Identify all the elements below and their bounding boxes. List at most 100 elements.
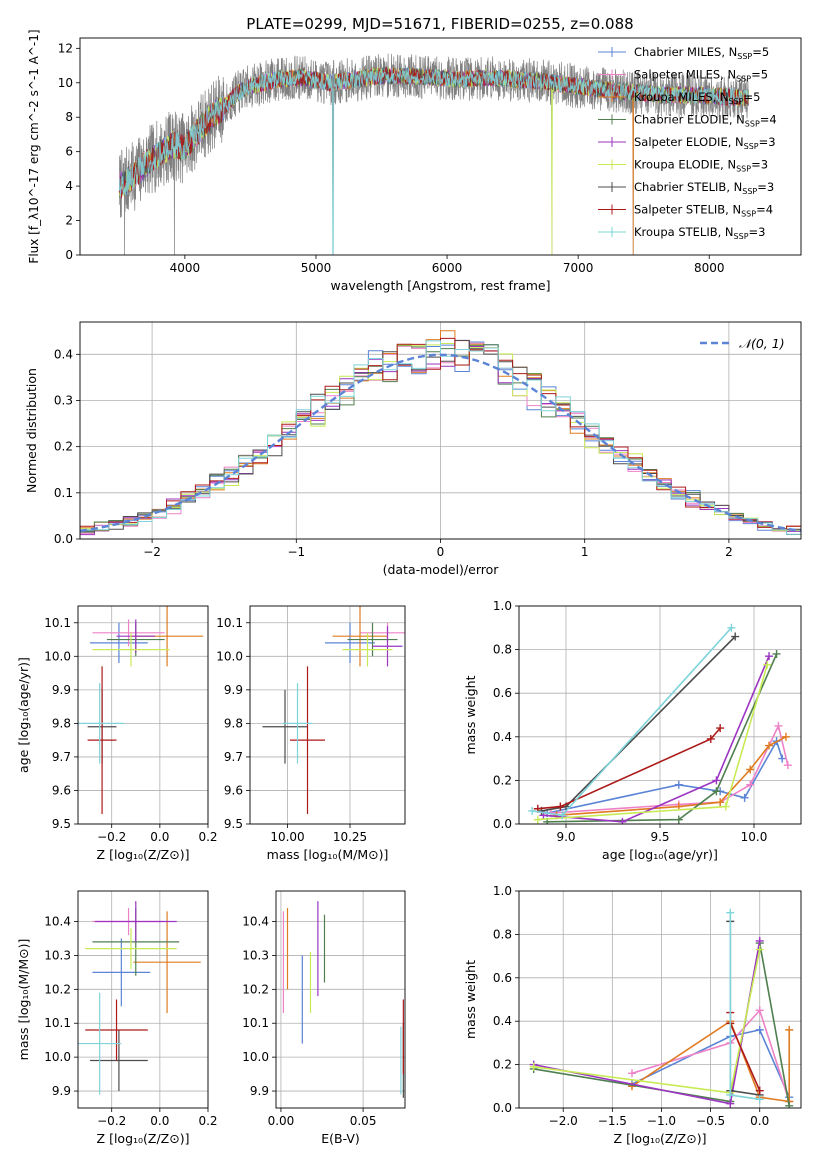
weight_vs_age-marker-salpeter_miles: [783, 761, 792, 770]
weight_vs_z-ytick-label: 0.0: [493, 1101, 512, 1115]
mass_vs_ebv-ytick-label: 10.1: [242, 1016, 269, 1030]
spectrum-ytick-label: 4: [65, 179, 73, 193]
spectrum-xtick-label: 8000: [694, 261, 725, 275]
weight_vs_z-line-salpeter_elodie: [533, 940, 761, 1105]
weight_vs_age-marker-salpeter_stelib: [556, 802, 565, 811]
weight_vs_age-ytick-label: 0.8: [493, 643, 512, 657]
age_vs_mass-ytick-label: 9.8: [224, 716, 243, 730]
mass_vs_z-ytick-label: 9.9: [52, 1084, 71, 1098]
weight_vs_age-line-kroupa_miles: [556, 736, 787, 817]
weight_vs_z-marker-kroupa_miles: [785, 1025, 794, 1034]
weight-vs-metallicity-panel: −2.0 −1.5 −1.0 −0.5 0.0 0.0 0.2 0.4 0.6 0.8 1.0 Z […: [463, 884, 802, 1146]
mass_vs_ebv-ytick-label: 10.0: [242, 1050, 269, 1064]
age_vs_z-xtick-label: 0.0: [150, 830, 169, 844]
mass_vs_ebv-xtick-label: 0.00: [268, 1114, 295, 1128]
residuals-ytick-label: 0.0: [54, 532, 73, 546]
weight_vs_age-marker-kroupa_stelib: [727, 623, 736, 632]
weight_vs_age-ytick-label: 1.0: [493, 599, 512, 613]
residual-histogram-panel: −2 −1 0 1 2 0.0 0.1 0.2 0.3 0.4 (data-model)/error…: [24, 321, 802, 577]
mass_vs_ebv-plot-area: [282, 901, 404, 1098]
mass_vs_ebv-ytick-label: 10.2: [242, 982, 269, 996]
age_vs_mass-frame: [249, 605, 406, 825]
weight_vs_z-marker-chabrier_elodie: [785, 1101, 794, 1108]
weight_vs_z-marker-kroupa_stelib: [755, 1095, 764, 1104]
age_vs_z-ytick-label: 10.1: [44, 616, 71, 630]
age_vs_mass-ytick-label: 9.6: [224, 783, 243, 797]
age_vs_z-ytick-label: 9.8: [52, 716, 71, 730]
legend-label-salpeter_stelib: Salpeter STELIB, NSSP=4: [634, 203, 773, 219]
weight_vs_age-marker-salpeter_stelib: [706, 734, 715, 743]
residuals-ytick-label: 0.1: [54, 486, 73, 500]
weight_vs_z-ytick-label: 0.4: [493, 1014, 512, 1028]
histogram-kroupa_stelib: [80, 340, 801, 539]
age_vs_z-plot-area: [78, 606, 204, 814]
age_vs_z-ytick-label: 9.5: [52, 817, 71, 831]
spectrum-xlabel: wavelength [Angstrom, rest frame]: [330, 278, 550, 293]
weight_vs_age-xtick-label: 9.5: [650, 830, 669, 844]
age_vs_z-ytick-label: 9.9: [52, 683, 71, 697]
mass_vs_z-ylabel: mass [log₁₀(M/M⊙)]: [16, 939, 31, 1061]
spectrum-xtick-label: 7000: [563, 261, 594, 275]
weight_vs_age-ytick-label: 0.6: [493, 686, 512, 700]
mass-vs-metallicity-panel: −0.2 0.0 0.2 9.9 10.0 10.1 10.2 10.3 10.4 Z [log₁…: [16, 890, 218, 1146]
weight_vs_age-marker-chabrier_miles: [674, 780, 683, 789]
legend-label-kroupa_elodie: Kroupa ELODIE, NSSP=3: [634, 158, 768, 174]
age_vs_z-ytick-label: 9.6: [52, 783, 71, 797]
mass_vs_ebv-xlabel: E(B-V): [321, 1131, 360, 1146]
age_vs_mass-xlabel: mass [log₁₀(M/M⊙)]: [267, 847, 389, 862]
weight_vs_age-ytick-label: 0.2: [493, 773, 512, 787]
spectrum-ytick-label: 2: [65, 214, 73, 228]
age_vs_z-frame: [77, 605, 209, 825]
weight_vs_age-marker-chabrier_miles: [740, 793, 749, 802]
spectrum-ytick-label: 0: [65, 248, 73, 262]
spectrum-xtick-label: 5000: [301, 261, 332, 275]
mass_vs_z-ytick-label: 10.1: [44, 1016, 71, 1030]
mass_vs_ebv-ytick-label: 10.3: [242, 948, 269, 962]
weight_vs_z-xtick-label: −2.0: [549, 1114, 578, 1128]
age_vs_z-xtick-label: −0.2: [97, 830, 126, 844]
weight_vs_age-marker-kroupa_miles: [716, 798, 725, 807]
mass_vs_z-xtick-label: 0.2: [198, 1114, 217, 1128]
weight_vs_age-frame: [518, 605, 802, 825]
weight_vs_age-marker-kroupa_stelib: [528, 806, 537, 815]
spectrum-ylabel: Flux [f_λ10^-17 erg cm^-2 s^-1 A^-1]: [27, 29, 41, 263]
age-vs-metallicity-panel: −0.2 0.0 0.2 9.5 9.6 9.7 9.8 9.9 10.0 10.1 Z [log₁…: [16, 605, 218, 862]
legend-label-salpeter_elodie: Salpeter ELODIE, NSSP=3: [634, 135, 776, 151]
weight_vs_age-marker-chabrier_stelib: [731, 632, 740, 641]
weight_vs_age-marker-kroupa_elodie: [763, 660, 772, 669]
weight_vs_age-ylabel: mass weight: [463, 675, 478, 754]
spectrum-ytick-label: 10: [58, 76, 73, 90]
spectrum-title: PLATE=0299, MJD=51671, FIBERID=0255, z=0…: [246, 15, 633, 33]
weight_vs_age-ytick-label: 0.4: [493, 730, 512, 744]
weight_vs_z-marker-kroupa_stelib: [726, 908, 735, 917]
age_vs_mass-ytick-label: 10.1: [216, 616, 243, 630]
weight_vs_z-frame: [518, 890, 802, 1109]
weight_vs_z-ytick-label: 1.0: [493, 884, 512, 898]
weight-vs-age-panel: 9.0 9.5 10.0 0.0 0.2 0.4 0.6 0.8 1.0 age [log₁₀(a…: [463, 599, 802, 862]
age_vs_z-xtick-label: 0.2: [198, 830, 217, 844]
weight_vs_age-marker-chabrier_elodie: [712, 787, 721, 796]
residuals-ylabel: Normed distribution: [24, 368, 39, 493]
weight_vs_age-marker-chabrier_elodie: [674, 815, 683, 824]
mass_vs_z-xlabel: Z [log₁₀(Z/Z⊙)]: [97, 1131, 190, 1146]
mass_vs_z-frame: [77, 890, 209, 1109]
age_vs_mass-ytick-label: 9.5: [224, 817, 243, 831]
legend-label-chabrier_miles: Chabrier MILES, NSSP=5: [634, 45, 769, 61]
weight_vs_z-marker-kroupa_elodie: [755, 945, 764, 954]
weight_vs_age-marker-chabrier_elodie: [772, 649, 781, 658]
spectrum-frame: [79, 37, 802, 256]
weight_vs_z-marker-salpeter_stelib: [755, 1086, 764, 1095]
weight_vs_age-marker-salpeter_miles: [774, 721, 783, 730]
weight_vs_age-marker-salpeter_elodie: [765, 652, 774, 661]
spectrum-plot-area: [118, 53, 749, 255]
normal-legend-label: 𝒩(0, 1): [739, 336, 785, 351]
weight_vs_age-marker-kroupa_elodie: [721, 802, 730, 811]
weight_vs_z-xtick-label: −0.5: [696, 1114, 725, 1128]
age_vs_z-ylabel: age [log₁₀(age/yr)]: [16, 657, 31, 773]
residuals-plot-area: [80, 330, 801, 539]
legend-label-kroupa_miles: Kroupa MILES, NSSP=5: [634, 90, 760, 106]
weight_vs_age-marker-kroupa_miles: [746, 765, 755, 774]
weight_vs_z-ytick-label: 0.2: [493, 1058, 512, 1072]
mass_vs_z-xtick-label: −0.2: [97, 1114, 126, 1128]
mass-vs-ebv-panel: 0.00 0.05 9.9 10.0 10.1 10.2 10.3 10.4 E(B-V): [242, 890, 406, 1146]
